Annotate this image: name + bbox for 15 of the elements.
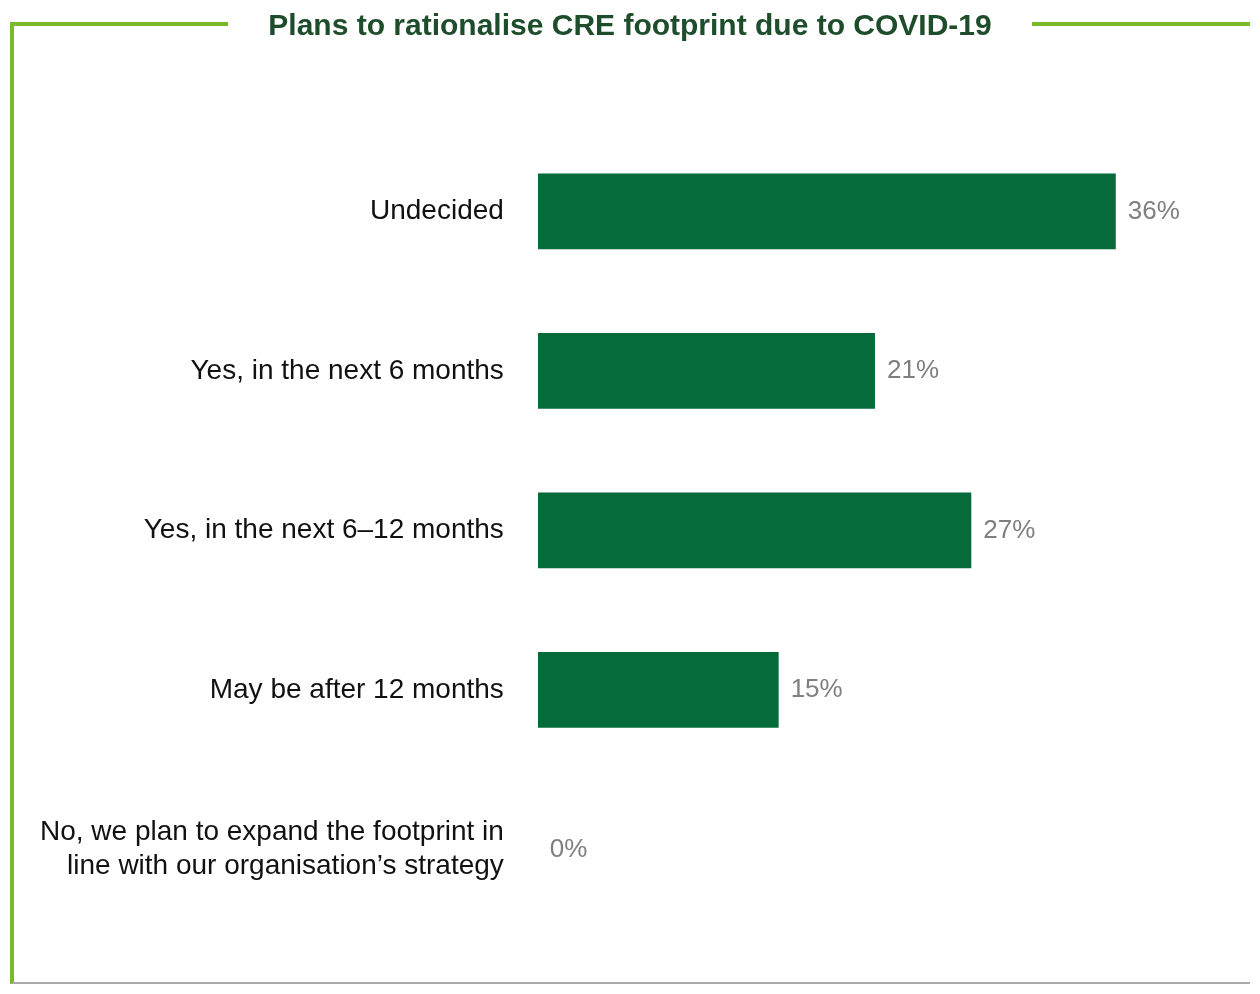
data-label: 27%: [983, 513, 1036, 544]
data-label: 36%: [1127, 194, 1180, 225]
bar: [537, 652, 779, 728]
y-tick-label: Yes, in the next 6 months: [190, 353, 504, 385]
y-tick-label: No, we plan to expand the footprint in line with our organisation’s strategy: [40, 815, 504, 880]
bar: [537, 332, 875, 409]
data-label: 15%: [790, 673, 843, 704]
y-tick-label: Yes, in the next 6–12 months: [143, 513, 504, 545]
data-label: 0%: [549, 832, 588, 863]
bar: [537, 492, 972, 569]
y-tick-label: Undecided: [369, 194, 504, 226]
bar: [537, 173, 1116, 250]
y-tick-label: May be after 12 months: [209, 672, 504, 704]
chart-title: Plans to rationalise CRE footprint due to COVID-19: [228, 8, 1032, 41]
data-label: 21%: [886, 354, 940, 385]
